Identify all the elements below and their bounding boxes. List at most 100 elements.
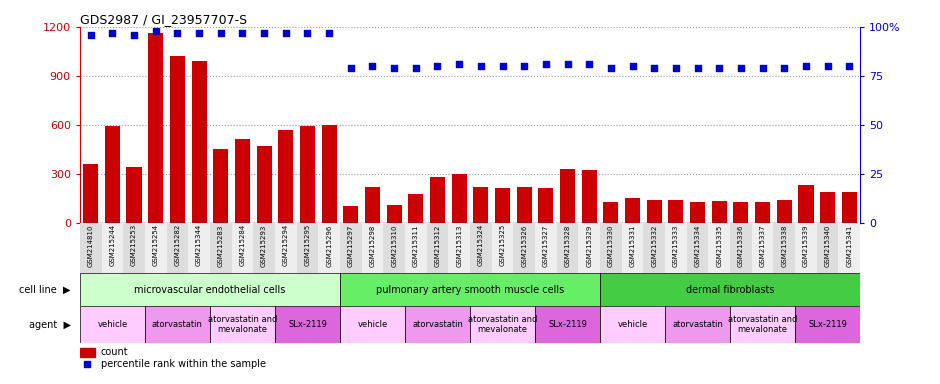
Bar <box>820 192 835 223</box>
Bar <box>253 223 274 273</box>
Bar <box>105 126 120 223</box>
Bar <box>578 223 600 273</box>
Bar <box>448 223 470 273</box>
Text: GDS2987 / GI_23957707-S: GDS2987 / GI_23957707-S <box>80 13 247 26</box>
Bar <box>321 125 337 223</box>
Bar <box>841 192 857 223</box>
Bar <box>517 187 532 223</box>
Text: GSM215330: GSM215330 <box>608 224 614 267</box>
Point <box>451 61 466 67</box>
Text: GSM215298: GSM215298 <box>369 224 375 266</box>
Bar <box>495 188 510 223</box>
Text: vehicle: vehicle <box>357 320 387 329</box>
Bar <box>795 306 860 343</box>
Text: GSM215293: GSM215293 <box>261 224 267 266</box>
Text: vehicle: vehicle <box>97 320 128 329</box>
Point <box>235 30 250 36</box>
Bar <box>170 56 185 223</box>
Bar <box>80 348 95 357</box>
Bar <box>709 223 730 273</box>
Text: GSM215328: GSM215328 <box>565 224 571 266</box>
Text: GSM215253: GSM215253 <box>131 224 137 266</box>
Bar <box>427 223 448 273</box>
Text: GSM215326: GSM215326 <box>521 224 527 266</box>
Text: GSM215284: GSM215284 <box>240 224 245 266</box>
Bar <box>643 223 666 273</box>
Point <box>278 30 293 36</box>
Bar <box>210 306 274 343</box>
Point <box>603 65 619 71</box>
Text: GSM215295: GSM215295 <box>305 224 310 266</box>
Bar <box>384 223 405 273</box>
Bar <box>386 205 401 223</box>
Text: GSM215310: GSM215310 <box>391 224 397 267</box>
Bar <box>838 223 860 273</box>
Text: GSM215332: GSM215332 <box>651 224 657 266</box>
Bar <box>774 223 795 273</box>
Point <box>582 61 597 67</box>
Bar <box>600 306 666 343</box>
Bar <box>798 185 813 223</box>
Bar <box>539 188 554 223</box>
Text: GSM215333: GSM215333 <box>673 224 679 267</box>
Text: GSM215329: GSM215329 <box>587 224 592 266</box>
Bar <box>535 306 600 343</box>
Bar <box>405 223 427 273</box>
Point <box>517 63 532 69</box>
Text: GSM215283: GSM215283 <box>218 224 224 266</box>
Point <box>84 31 99 38</box>
Point <box>539 61 554 67</box>
Bar <box>600 223 621 273</box>
Bar <box>621 223 643 273</box>
Text: GSM215312: GSM215312 <box>434 224 441 266</box>
Bar <box>274 223 297 273</box>
Bar <box>362 223 384 273</box>
Bar <box>535 223 556 273</box>
Text: GSM215337: GSM215337 <box>760 224 765 267</box>
Text: GSM215294: GSM215294 <box>283 224 289 266</box>
Point <box>474 63 489 69</box>
Bar <box>123 223 145 273</box>
Point <box>560 61 575 67</box>
Point <box>647 65 662 71</box>
Bar <box>513 223 535 273</box>
Bar <box>83 164 99 223</box>
Bar <box>210 223 231 273</box>
Point <box>690 65 705 71</box>
Bar <box>149 33 164 223</box>
Bar <box>365 187 380 223</box>
Bar <box>188 223 210 273</box>
Point <box>495 63 510 69</box>
Bar <box>755 202 770 223</box>
Bar <box>80 273 340 306</box>
Bar <box>408 194 423 223</box>
Bar <box>603 202 619 223</box>
Text: pulmonary artery smooth muscle cells: pulmonary artery smooth muscle cells <box>376 285 564 295</box>
Point <box>755 65 770 71</box>
Bar <box>666 306 730 343</box>
Bar <box>192 61 207 223</box>
Bar <box>730 223 752 273</box>
Point <box>257 30 272 36</box>
Text: SLx-2119: SLx-2119 <box>288 320 327 329</box>
Point <box>820 63 835 69</box>
Bar <box>712 201 727 223</box>
Text: percentile rank within the sample: percentile rank within the sample <box>101 359 266 369</box>
Text: GSM215325: GSM215325 <box>499 224 506 266</box>
Bar <box>556 223 578 273</box>
Bar <box>733 202 748 223</box>
Bar <box>470 306 535 343</box>
Point <box>776 65 791 71</box>
Point <box>733 65 748 71</box>
Text: GSM214810: GSM214810 <box>87 224 94 267</box>
Bar <box>80 306 145 343</box>
Text: GSM215324: GSM215324 <box>478 224 484 266</box>
Bar <box>625 198 640 223</box>
Point <box>712 65 727 71</box>
Text: GSM215282: GSM215282 <box>175 224 180 266</box>
Bar <box>80 223 102 273</box>
Point <box>798 63 813 69</box>
Bar <box>145 306 210 343</box>
Text: atorvastatin: atorvastatin <box>672 320 723 329</box>
Point <box>408 65 423 71</box>
